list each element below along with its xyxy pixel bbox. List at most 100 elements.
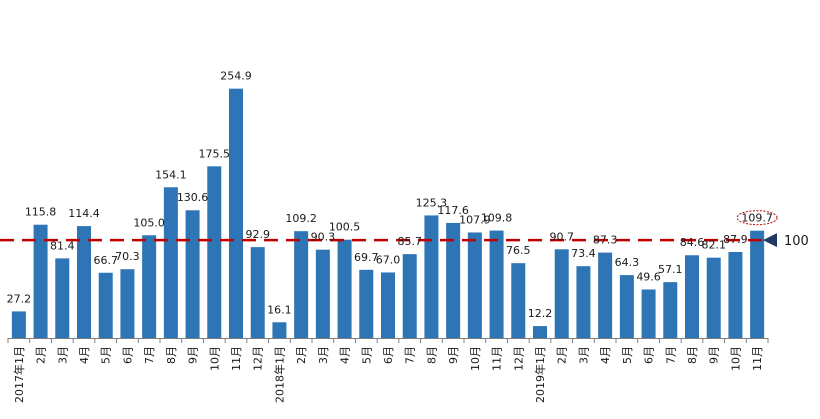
bar — [294, 231, 309, 338]
bar — [77, 226, 91, 338]
highlight-circle — [736, 210, 778, 226]
x-tick-label: 11月 — [230, 346, 243, 371]
bar — [207, 166, 222, 338]
reference-arrow-icon — [763, 233, 777, 248]
bar — [337, 239, 352, 338]
bar — [598, 252, 613, 338]
bar — [663, 282, 678, 338]
bar — [98, 272, 113, 338]
bar — [446, 222, 461, 338]
x-tick-label: 7月 — [143, 346, 156, 364]
x-tick-label: 2月 — [35, 346, 48, 364]
data-label: 154.1 — [155, 168, 187, 181]
bar — [359, 269, 374, 338]
data-label: 175.5 — [199, 147, 231, 160]
data-label: 84.6 — [680, 236, 705, 249]
x-tick-label: 10月 — [729, 346, 742, 371]
x-tick-label: 8月 — [165, 346, 178, 364]
x-tick-label: 9月 — [187, 346, 200, 364]
x-tick-label: 8月 — [686, 346, 699, 364]
data-label: 90.7 — [549, 230, 574, 243]
data-label: 114.4 — [68, 207, 100, 220]
x-tick-label: 6月 — [382, 346, 395, 364]
data-label: 109.8 — [481, 212, 513, 225]
bar — [229, 88, 243, 338]
data-label: 125.3 — [416, 196, 448, 209]
x-tick-label: 7月 — [664, 346, 677, 364]
data-label: 85.7 — [397, 235, 422, 248]
data-label: 115.8 — [25, 206, 57, 219]
bar — [33, 224, 48, 338]
bar — [533, 326, 547, 338]
x-tick-label: 2018年1月 — [272, 346, 286, 403]
x-tick-label: 12月 — [252, 346, 265, 371]
x-tick-label: 4月 — [78, 346, 91, 364]
data-label: 49.6 — [636, 270, 661, 283]
data-label: 82.1 — [701, 239, 726, 252]
bar — [576, 266, 591, 338]
data-label: 70.3 — [115, 250, 140, 263]
x-tick-label: 3月 — [317, 346, 330, 364]
data-label: 81.4 — [50, 239, 75, 252]
data-label: 107.9 — [459, 213, 491, 226]
bar — [11, 311, 26, 338]
x-tick-label: 10月 — [469, 346, 482, 371]
bar — [641, 289, 656, 338]
bar — [402, 254, 417, 338]
data-label: 105.0 — [133, 216, 165, 229]
bar — [424, 215, 439, 338]
data-label: 109.2 — [285, 212, 317, 225]
bar — [619, 275, 634, 338]
data-label: 130.6 — [177, 191, 209, 204]
bar — [250, 247, 265, 338]
bar — [163, 187, 178, 338]
bar — [554, 249, 569, 338]
data-labels-layer: 27.2 115.8 81.4 114.4 66.770.3 105.0 154.1 130.… — [7, 70, 773, 320]
reference-line-label: 100 — [784, 234, 809, 249]
bars-layer — [11, 88, 765, 338]
bar — [185, 210, 200, 338]
x-tick-label: 8月 — [425, 346, 438, 364]
x-tick-label: 10月 — [208, 346, 221, 371]
bar — [728, 252, 743, 338]
data-label: 12.2 — [528, 307, 553, 320]
x-tick-labels-layer: 2017年1月 2月 3月 4月 5月 6月 7月 8月 9月 10月 11月 12月 2018年1月 2… — [12, 346, 764, 403]
data-label: 92.9 — [245, 228, 270, 241]
x-tick-label: 5月 — [621, 346, 634, 364]
x-tick-label: 2月 — [295, 346, 308, 364]
data-label: 64.3 — [615, 256, 640, 269]
bar — [272, 322, 287, 338]
x-tick-label: 3月 — [56, 346, 69, 364]
data-label: 254.9 — [220, 70, 252, 83]
data-label: 73.4 — [571, 247, 596, 260]
bar — [489, 230, 504, 338]
bar — [142, 235, 157, 338]
data-label: 109.7 — [741, 212, 773, 225]
x-tick-label: 11月 — [751, 346, 764, 371]
x-tick-label: 6月 — [643, 346, 656, 364]
data-label: 27.2 — [7, 292, 32, 305]
x-tick-label: 6月 — [121, 346, 134, 364]
x-tick-label: 9月 — [708, 346, 721, 364]
bar — [685, 255, 699, 338]
bar — [120, 269, 135, 338]
x-tick-label: 4月 — [599, 346, 612, 364]
bar — [706, 257, 721, 338]
data-label: 87.3 — [593, 234, 618, 247]
data-label: 100.5 — [329, 221, 361, 234]
bar — [381, 272, 395, 338]
data-label: 69.7 — [354, 251, 379, 264]
x-tick-label: 2月 — [556, 346, 569, 364]
bar — [55, 258, 70, 338]
bar — [467, 232, 482, 338]
x-tick-label: 11月 — [491, 346, 504, 371]
x-tick-label: 5月 — [360, 346, 373, 364]
x-tick-label: 3月 — [577, 346, 590, 364]
bar — [315, 249, 330, 338]
bar — [511, 263, 526, 338]
data-label: 90.3 — [311, 231, 336, 244]
x-tick-label: 2017年1月 — [12, 346, 26, 403]
data-label: 67.0 — [376, 253, 401, 266]
x-tick-label: 12月 — [512, 346, 525, 371]
